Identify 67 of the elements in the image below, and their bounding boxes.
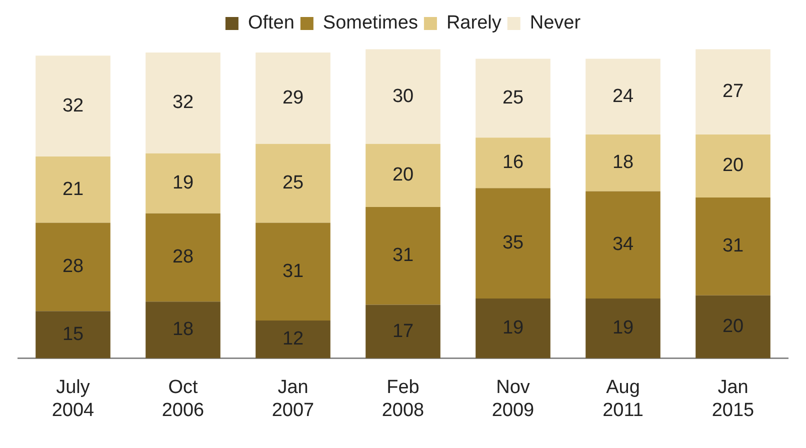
data-label: 32 <box>172 92 194 114</box>
bar <box>256 222 330 321</box>
bar <box>366 304 440 358</box>
data-label: 25 <box>502 87 524 108</box>
bar <box>366 207 440 305</box>
bar <box>36 56 110 157</box>
bar <box>696 134 770 198</box>
legend-label: Rarely <box>446 12 502 34</box>
bar <box>476 298 550 358</box>
data-label: 18 <box>612 152 634 174</box>
data-label: 19 <box>612 318 634 339</box>
bar <box>476 58 550 138</box>
legend-label: Never <box>530 12 582 34</box>
data-label: 16 <box>502 152 524 174</box>
data-label: 25 <box>282 172 304 194</box>
bar <box>146 153 220 214</box>
bar <box>586 134 660 192</box>
bar <box>146 213 220 302</box>
bar <box>146 302 220 358</box>
data-label: 12 <box>282 328 304 350</box>
bar <box>256 52 330 144</box>
bar <box>36 222 110 312</box>
data-label: 21 <box>62 178 84 200</box>
bar <box>256 320 330 358</box>
bar <box>146 52 220 154</box>
bar <box>696 49 770 134</box>
x-tick-label: Jan 2007 <box>272 377 314 421</box>
legend-label: Often <box>248 12 294 34</box>
data-label: 30 <box>392 86 414 107</box>
bar <box>696 198 770 296</box>
x-tick-label: Oct 2006 <box>162 377 204 421</box>
data-label: 15 <box>62 324 84 345</box>
data-label: 20 <box>722 155 744 176</box>
bar <box>586 298 660 358</box>
x-tick-label: Feb 2008 <box>382 377 424 421</box>
bar <box>476 138 550 188</box>
data-label: 34 <box>612 234 634 256</box>
data-label: 20 <box>722 316 744 338</box>
data-label: 19 <box>502 318 524 339</box>
data-label: 24 <box>612 86 634 107</box>
data-label: 27 <box>722 81 744 102</box>
x-tick-label: Aug 2011 <box>602 377 644 421</box>
x-tick-label: Jan 2015 <box>712 377 754 421</box>
data-label: 31 <box>282 260 304 282</box>
data-label: 35 <box>502 232 524 254</box>
data-label: 28 <box>62 256 84 278</box>
x-tick-label: Nov 2009 <box>492 377 534 421</box>
bar <box>36 311 110 358</box>
data-label: 18 <box>172 319 194 340</box>
data-label: 28 <box>172 246 194 268</box>
data-label: 31 <box>722 236 744 257</box>
bar <box>256 144 330 223</box>
bar <box>696 295 770 358</box>
x-tick-label: July 2004 <box>52 377 95 421</box>
bar <box>36 156 110 223</box>
data-label: 17 <box>392 320 414 342</box>
data-label: 32 <box>62 95 84 116</box>
legend-label: Sometimes <box>322 12 418 34</box>
bar <box>586 191 660 298</box>
bar <box>476 188 550 298</box>
data-label: 29 <box>282 87 304 108</box>
bar <box>586 58 660 134</box>
data-label: 31 <box>392 245 414 266</box>
data-label: 20 <box>392 164 414 186</box>
bar <box>366 49 440 144</box>
data-label: 19 <box>172 172 194 194</box>
bar <box>366 144 440 208</box>
